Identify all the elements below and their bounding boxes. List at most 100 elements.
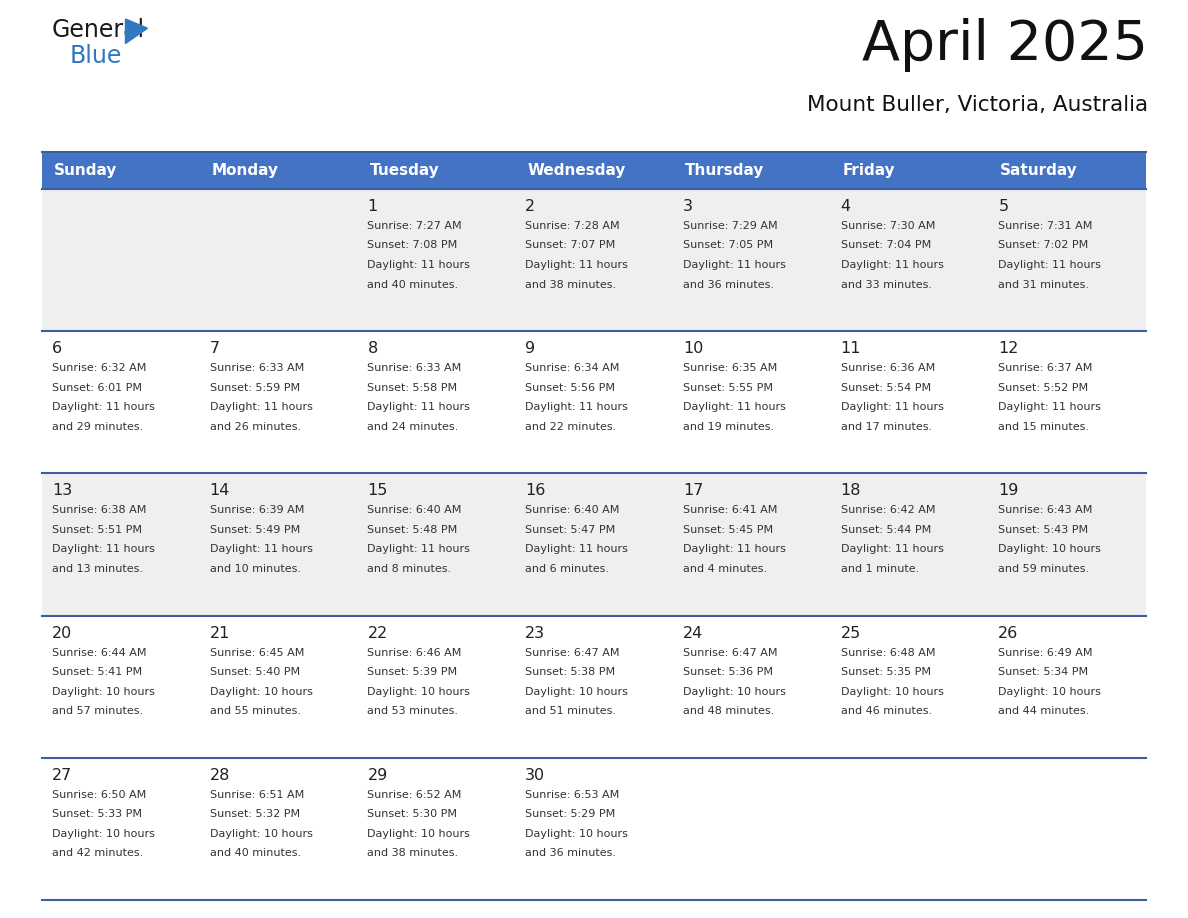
Text: Sunset: 6:01 PM: Sunset: 6:01 PM — [52, 383, 143, 393]
Text: Sunset: 5:59 PM: Sunset: 5:59 PM — [210, 383, 299, 393]
Text: Daylight: 11 hours: Daylight: 11 hours — [210, 402, 312, 412]
Text: Sunrise: 6:33 AM: Sunrise: 6:33 AM — [210, 364, 304, 374]
Text: 16: 16 — [525, 484, 545, 498]
Text: Mount Buller, Victoria, Australia: Mount Buller, Victoria, Australia — [807, 95, 1148, 115]
Text: Sunrise: 6:34 AM: Sunrise: 6:34 AM — [525, 364, 619, 374]
Text: and 19 minutes.: and 19 minutes. — [683, 421, 775, 431]
Text: Sunrise: 6:49 AM: Sunrise: 6:49 AM — [998, 647, 1093, 657]
Text: 28: 28 — [210, 767, 230, 783]
Text: 26: 26 — [998, 625, 1018, 641]
Text: Sunset: 5:30 PM: Sunset: 5:30 PM — [367, 810, 457, 819]
Text: Sunrise: 6:42 AM: Sunrise: 6:42 AM — [841, 506, 935, 515]
Text: Sunset: 7:08 PM: Sunset: 7:08 PM — [367, 241, 457, 251]
Text: Sunrise: 6:45 AM: Sunrise: 6:45 AM — [210, 647, 304, 657]
Text: and 51 minutes.: and 51 minutes. — [525, 706, 617, 716]
Bar — [42, 189, 1146, 331]
Text: Sunset: 5:48 PM: Sunset: 5:48 PM — [367, 525, 457, 535]
Bar — [358, 152, 516, 189]
Text: Wednesday: Wednesday — [527, 163, 626, 178]
Text: Friday: Friday — [842, 163, 896, 178]
Text: Sunrise: 6:40 AM: Sunrise: 6:40 AM — [525, 506, 619, 515]
Text: and 42 minutes.: and 42 minutes. — [52, 848, 144, 858]
Text: 9: 9 — [525, 341, 536, 356]
Text: and 38 minutes.: and 38 minutes. — [367, 848, 459, 858]
Text: Sunset: 5:38 PM: Sunset: 5:38 PM — [525, 667, 615, 677]
Text: 12: 12 — [998, 341, 1018, 356]
Text: Sunset: 5:58 PM: Sunset: 5:58 PM — [367, 383, 457, 393]
Text: Monday: Monday — [211, 163, 279, 178]
Text: Sunset: 5:47 PM: Sunset: 5:47 PM — [525, 525, 615, 535]
Text: Sunset: 5:49 PM: Sunset: 5:49 PM — [210, 525, 299, 535]
Text: and 57 minutes.: and 57 minutes. — [52, 706, 143, 716]
Text: 19: 19 — [998, 484, 1018, 498]
Text: and 36 minutes.: and 36 minutes. — [683, 279, 773, 289]
Text: and 26 minutes.: and 26 minutes. — [210, 421, 301, 431]
Text: and 4 minutes.: and 4 minutes. — [683, 564, 767, 574]
Text: and 6 minutes.: and 6 minutes. — [525, 564, 609, 574]
Text: 30: 30 — [525, 767, 545, 783]
Text: 11: 11 — [841, 341, 861, 356]
Text: and 13 minutes.: and 13 minutes. — [52, 564, 143, 574]
Text: and 48 minutes.: and 48 minutes. — [683, 706, 775, 716]
Text: Sunset: 5:34 PM: Sunset: 5:34 PM — [998, 667, 1088, 677]
Text: Sunrise: 6:52 AM: Sunrise: 6:52 AM — [367, 789, 462, 800]
Text: Sunday: Sunday — [53, 163, 118, 178]
Text: Sunrise: 7:31 AM: Sunrise: 7:31 AM — [998, 221, 1093, 231]
Text: Sunset: 5:33 PM: Sunset: 5:33 PM — [52, 810, 143, 819]
Text: 29: 29 — [367, 767, 387, 783]
Text: Daylight: 11 hours: Daylight: 11 hours — [841, 544, 943, 554]
Text: Sunrise: 6:36 AM: Sunrise: 6:36 AM — [841, 364, 935, 374]
Text: Tuesday: Tuesday — [369, 163, 440, 178]
Text: Sunset: 5:43 PM: Sunset: 5:43 PM — [998, 525, 1088, 535]
Text: Daylight: 11 hours: Daylight: 11 hours — [367, 544, 470, 554]
Text: Sunrise: 7:27 AM: Sunrise: 7:27 AM — [367, 221, 462, 231]
Text: Sunrise: 6:47 AM: Sunrise: 6:47 AM — [525, 647, 620, 657]
Bar — [830, 152, 988, 189]
Text: Sunset: 5:51 PM: Sunset: 5:51 PM — [52, 525, 143, 535]
Text: Daylight: 10 hours: Daylight: 10 hours — [841, 687, 943, 697]
Text: and 44 minutes.: and 44 minutes. — [998, 706, 1089, 716]
Text: April 2025: April 2025 — [862, 18, 1148, 72]
Text: and 29 minutes.: and 29 minutes. — [52, 421, 144, 431]
Text: Sunrise: 7:30 AM: Sunrise: 7:30 AM — [841, 221, 935, 231]
Text: and 15 minutes.: and 15 minutes. — [998, 421, 1089, 431]
Text: and 53 minutes.: and 53 minutes. — [367, 706, 459, 716]
Text: 23: 23 — [525, 625, 545, 641]
Text: and 38 minutes.: and 38 minutes. — [525, 279, 617, 289]
Text: Sunset: 5:39 PM: Sunset: 5:39 PM — [367, 667, 457, 677]
Text: 3: 3 — [683, 199, 693, 214]
Text: Sunrise: 6:48 AM: Sunrise: 6:48 AM — [841, 647, 935, 657]
Text: Daylight: 11 hours: Daylight: 11 hours — [525, 402, 628, 412]
Text: and 59 minutes.: and 59 minutes. — [998, 564, 1089, 574]
Text: Daylight: 10 hours: Daylight: 10 hours — [210, 829, 312, 839]
Text: 18: 18 — [841, 484, 861, 498]
Text: and 40 minutes.: and 40 minutes. — [367, 279, 459, 289]
Text: Daylight: 10 hours: Daylight: 10 hours — [683, 687, 785, 697]
Text: Daylight: 10 hours: Daylight: 10 hours — [367, 687, 470, 697]
Text: Sunrise: 6:50 AM: Sunrise: 6:50 AM — [52, 789, 146, 800]
Bar — [42, 152, 200, 189]
Text: Daylight: 10 hours: Daylight: 10 hours — [367, 829, 470, 839]
Bar — [672, 152, 830, 189]
Text: Thursday: Thursday — [684, 163, 764, 178]
Text: Sunrise: 7:28 AM: Sunrise: 7:28 AM — [525, 221, 620, 231]
Text: Sunrise: 6:43 AM: Sunrise: 6:43 AM — [998, 506, 1093, 515]
Text: 2: 2 — [525, 199, 536, 214]
Text: 6: 6 — [52, 341, 62, 356]
Text: 7: 7 — [210, 341, 220, 356]
Text: Daylight: 11 hours: Daylight: 11 hours — [52, 402, 154, 412]
Text: Daylight: 10 hours: Daylight: 10 hours — [998, 687, 1101, 697]
Text: 24: 24 — [683, 625, 703, 641]
Text: and 8 minutes.: and 8 minutes. — [367, 564, 451, 574]
Text: 8: 8 — [367, 341, 378, 356]
Text: Daylight: 11 hours: Daylight: 11 hours — [683, 544, 785, 554]
Bar — [516, 152, 672, 189]
Text: and 1 minute.: and 1 minute. — [841, 564, 918, 574]
Text: Sunset: 5:44 PM: Sunset: 5:44 PM — [841, 525, 931, 535]
Text: Sunset: 5:40 PM: Sunset: 5:40 PM — [210, 667, 299, 677]
Text: Daylight: 11 hours: Daylight: 11 hours — [998, 402, 1101, 412]
Text: Sunrise: 6:47 AM: Sunrise: 6:47 AM — [683, 647, 777, 657]
Text: and 36 minutes.: and 36 minutes. — [525, 848, 617, 858]
Text: Sunrise: 6:38 AM: Sunrise: 6:38 AM — [52, 506, 146, 515]
Text: 20: 20 — [52, 625, 72, 641]
